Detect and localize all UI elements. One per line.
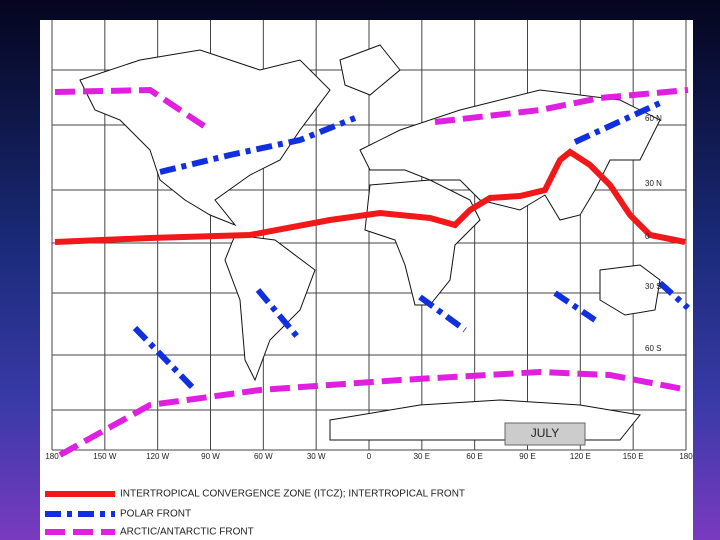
continents [79, 44, 661, 441]
legend-label: ARCTIC/ANTARCTIC FRONT [120, 527, 254, 538]
polar-fronts [132, 100, 690, 393]
longitude-label: 30 W [307, 452, 326, 461]
latitude-label: 30 S [645, 282, 661, 291]
longitude-label: 30 E [414, 452, 430, 461]
longitude-label: 0 [367, 452, 372, 461]
itcz-front [54, 148, 686, 245]
latitude-label: 60 N [645, 114, 662, 123]
longitude-label: 60 W [254, 452, 273, 461]
latitude-label: 30 N [645, 179, 662, 188]
inset-box [504, 422, 586, 446]
longitude-label: 90 E [519, 452, 535, 461]
legend-label: POLAR FRONT [120, 509, 191, 520]
legend-label: INTERTROPICAL CONVERGENCE ZONE (ITCZ); I… [120, 489, 465, 500]
longitude-label: 90 W [201, 452, 220, 461]
latitude-label: 60 S [645, 344, 661, 353]
longitude-label: 150 W [93, 452, 117, 461]
longitude-label: 150 E [623, 452, 644, 461]
latitude-labels: 60 N 30 N 0 30 S 60 S [645, 114, 662, 353]
longitude-label: 120 W [146, 452, 170, 461]
latitude-label: 0 [645, 232, 650, 241]
longitude-label: 180 [45, 452, 59, 461]
longitude-label: 60 E [466, 452, 482, 461]
fronts [54, 86, 690, 458]
inset-label: JULY [531, 426, 559, 440]
legend: INTERTROPICAL CONVERGENCE ZONE (ITCZ); I… [45, 489, 465, 538]
longitude-label: 180 [679, 452, 693, 461]
longitude-labels: 180 150 W 120 W 90 W 60 W 30 W 0 30 E 60 E 90 E 12… [45, 452, 693, 461]
longitude-label: 120 E [570, 452, 591, 461]
arctic-fronts [54, 86, 689, 458]
